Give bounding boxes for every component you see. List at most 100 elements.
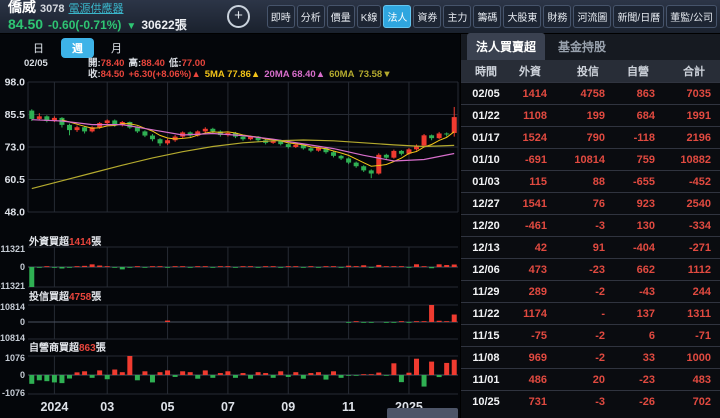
svg-text:1076: 1076 — [5, 353, 25, 363]
menu-item-12[interactable]: 董監/公司 — [666, 5, 717, 28]
cell-date: 11/01 — [461, 368, 511, 391]
menu-item-9[interactable]: 財務 — [543, 5, 572, 28]
menu-item-7[interactable]: 籌碼 — [473, 5, 502, 28]
table-row[interactable]: 11/08 969 -2 33 1000 — [461, 346, 720, 369]
chart-legend: 02/05 開:78.40 高:88.40 低:77.00收:84.50 +6.30(… — [24, 58, 444, 80]
cell-trust: -2 — [557, 324, 615, 347]
table-row[interactable]: 11/15 -75 -2 6 -71 — [461, 324, 720, 347]
svg-text:73.0: 73.0 — [5, 142, 26, 154]
table-row[interactable]: 11/22 1174-137 1311 — [461, 302, 720, 325]
cell-trust: 20 — [557, 368, 615, 391]
period-tab-month[interactable]: 月 — [111, 43, 122, 55]
cell-date: 11/15 — [461, 324, 511, 347]
menu-item-5[interactable]: 資券 — [413, 5, 442, 28]
svg-text:09: 09 — [281, 400, 295, 414]
cell-trust: 790 — [557, 126, 615, 149]
menu-item-4[interactable]: 法人 — [383, 5, 412, 28]
tab-institutional[interactable]: 法人買賣超 — [467, 33, 546, 60]
cell-date: 01/17 — [461, 126, 511, 149]
cell-total: -71 — [665, 324, 720, 347]
stock-code: 3078 — [40, 2, 65, 15]
cell-trust: 199 — [557, 104, 615, 127]
tab-fund-holding[interactable]: 基金持股 — [558, 40, 607, 54]
table-row[interactable]: 11/29 289 -2 -43 244 — [461, 280, 720, 303]
chart-panel[interactable]: 日 週 月 02/05 開:78.40 高:88.40 低:77.00收:84.50 +6… — [0, 34, 460, 418]
column-header-2: 投信 — [557, 60, 615, 83]
cell-dealer: 662 — [615, 258, 665, 281]
cell-date: 12/13 — [461, 236, 511, 259]
cell-total: 7035 — [665, 82, 720, 105]
cell-total: -452 — [665, 170, 720, 193]
table-row[interactable]: 12/06 473 -23 662 1112 — [461, 258, 720, 281]
add-to-watchlist-button[interactable]: + — [227, 5, 250, 28]
chart-scrollbar-thumb[interactable] — [387, 408, 458, 418]
cell-total: 2540 — [665, 192, 720, 215]
cell-trust: 4758 — [557, 82, 615, 105]
table-row[interactable]: 10/25 731 -3 -26 702 — [461, 390, 720, 412]
cell-date: 12/06 — [461, 258, 511, 281]
svg-text:11321: 11321 — [0, 244, 25, 254]
foreign-flow-title: 外資買超1414張 — [29, 237, 102, 248]
cell-date: 11/29 — [461, 280, 511, 303]
cell-foreign: 969 — [511, 346, 557, 369]
cell-dealer: 863 — [615, 82, 665, 105]
table-row[interactable]: 01/22 1108 199 684 1991 — [461, 104, 720, 127]
svg-text:0: 0 — [20, 262, 25, 272]
menu-item-10[interactable]: 河流圖 — [573, 5, 612, 28]
menu-item-1[interactable]: 分析 — [296, 5, 325, 28]
top-menu: 即時 分析 價量 K線 法人 資券 主力 籌碼 大股東 財務 河流圖 新聞/日曆 董監/公司 — [257, 5, 717, 28]
table-row[interactable]: 01/03 115 88 -655 -452 — [461, 170, 720, 193]
svg-text:0: 0 — [20, 370, 25, 380]
svg-text:48.0: 48.0 — [5, 207, 26, 219]
cell-dealer: 684 — [615, 104, 665, 127]
svg-text:0: 0 — [20, 317, 25, 327]
cell-date: 01/22 — [461, 104, 511, 127]
svg-text:60.5: 60.5 — [5, 174, 26, 186]
table-row[interactable]: 01/10 -691 10814 759 10882 — [461, 148, 720, 171]
cell-foreign: -75 — [511, 324, 557, 347]
price-change: -0.60(-0.71%) — [48, 17, 122, 32]
menu-item-0[interactable]: 即時 — [266, 5, 295, 28]
cell-total: 1991 — [665, 104, 720, 127]
last-price: 84.50 — [8, 15, 44, 32]
table-row[interactable]: 02/05 1414 4758 863 7035 — [461, 82, 720, 105]
cell-trust: -2 — [557, 346, 615, 369]
cell-trust: 76 — [557, 192, 615, 215]
cell-date: 02/05 — [461, 82, 511, 105]
menu-item-6[interactable]: 主力 — [443, 5, 472, 28]
cell-foreign: 1414 — [511, 82, 557, 105]
stock-category-link[interactable]: 電源供應器 — [68, 2, 124, 15]
menu-item-2[interactable]: 價量 — [326, 5, 355, 28]
cell-total: 1000 — [665, 346, 720, 369]
svg-text:-11321: -11321 — [0, 281, 25, 291]
cell-dealer: -26 — [615, 390, 665, 412]
svg-text:05: 05 — [161, 400, 175, 414]
cell-foreign: 1174 — [511, 302, 557, 325]
table-row[interactable]: 12/27 1541 76 923 2540 — [461, 192, 720, 215]
cell-trust: 88 — [557, 170, 615, 193]
table-row[interactable]: 12/13 42 91 -404 -271 — [461, 236, 720, 259]
cell-foreign: -461 — [511, 214, 557, 237]
period-tab-week[interactable]: 週 — [61, 38, 94, 58]
down-arrow-icon: ▼ — [126, 20, 137, 32]
cell-foreign: 289 — [511, 280, 557, 303]
institutional-panel: 法人買賣超 基金持股 時間 外資 投信 自營 合計 02/05 1414 4758 863 703… — [460, 33, 720, 418]
menu-item-11[interactable]: 新聞/日曆 — [613, 5, 665, 28]
institutional-flows-table: 時間 外資 投信 自營 合計 02/05 1414 4758 863 7035 01/22 1108… — [461, 60, 720, 412]
cell-date: 01/03 — [461, 170, 511, 193]
cell-date: 01/10 — [461, 148, 511, 171]
cell-trust: -3 — [557, 390, 615, 412]
cell-total: 10882 — [665, 148, 720, 171]
cell-total: 702 — [665, 390, 720, 412]
table-row[interactable]: 11/01 486 20 -23 483 — [461, 368, 720, 391]
menu-item-3[interactable]: K線 — [356, 5, 382, 28]
period-tab-day[interactable]: 日 — [33, 43, 44, 55]
table-row[interactable]: 01/17 1524 790 -118 2196 — [461, 126, 720, 149]
cell-trust: 10814 — [557, 148, 615, 171]
table-row[interactable]: 12/20 -461 -3 130 -334 — [461, 214, 720, 237]
cell-foreign: 115 — [511, 170, 557, 193]
menu-item-8[interactable]: 大股東 — [503, 5, 542, 28]
cell-total: 244 — [665, 280, 720, 303]
column-header-4: 合計 — [665, 60, 720, 83]
cell-foreign: -691 — [511, 148, 557, 171]
